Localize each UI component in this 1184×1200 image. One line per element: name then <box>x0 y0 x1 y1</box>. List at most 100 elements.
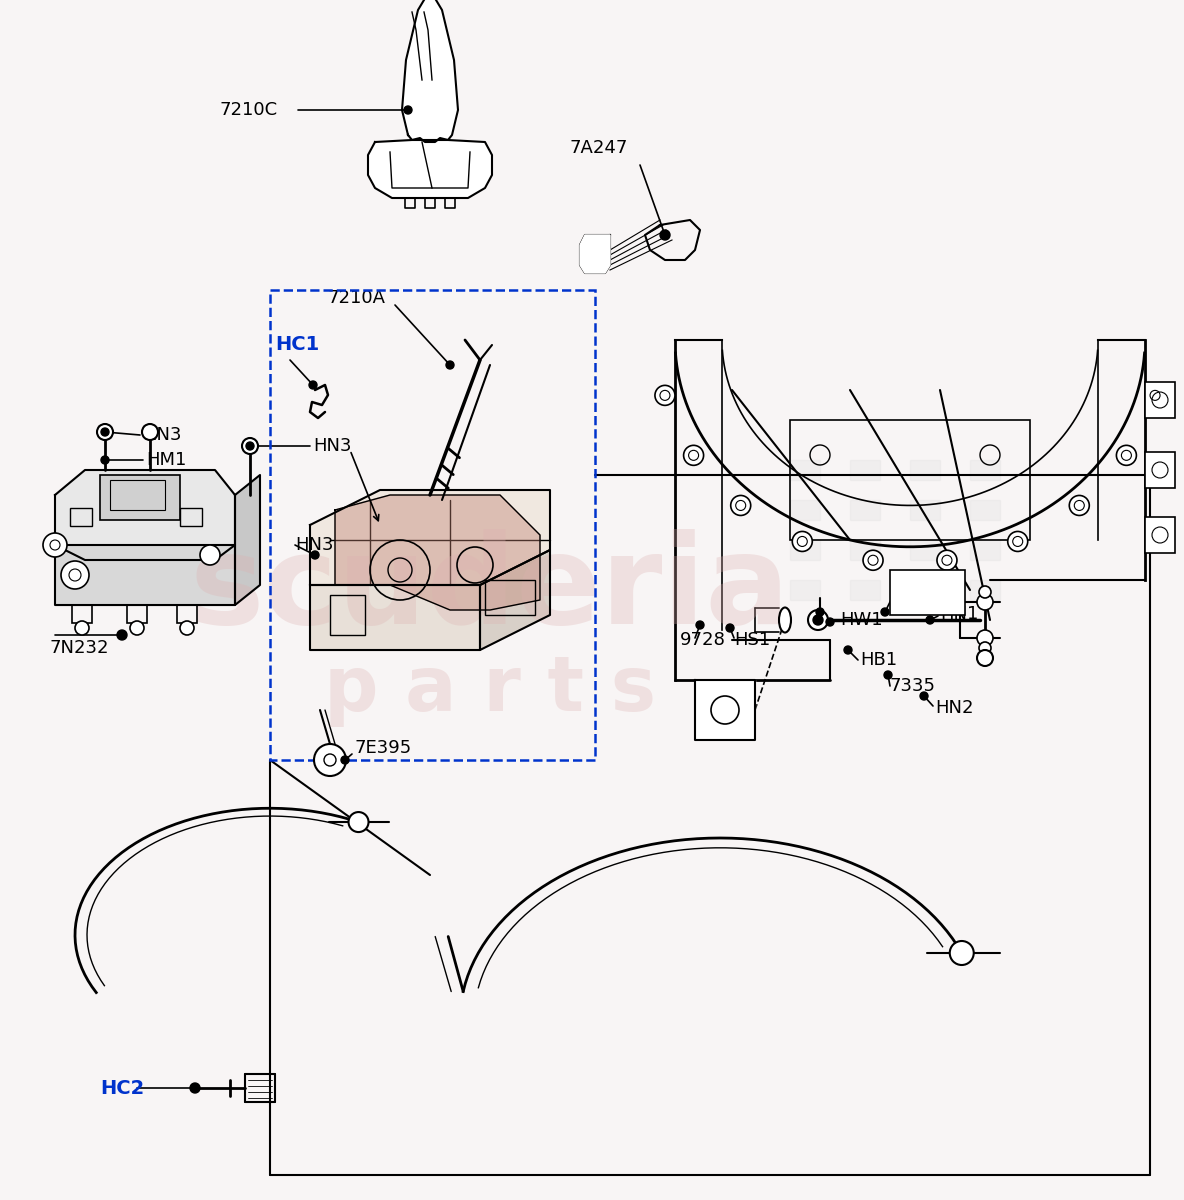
Circle shape <box>792 532 812 552</box>
Circle shape <box>926 616 934 624</box>
Circle shape <box>1069 496 1089 516</box>
Bar <box>127 605 147 623</box>
Text: 7210B: 7210B <box>895 578 953 596</box>
Circle shape <box>200 545 220 565</box>
Text: HN3: HN3 <box>143 426 181 444</box>
Polygon shape <box>910 540 940 560</box>
Bar <box>72 605 92 623</box>
Text: 7210C: 7210C <box>220 101 278 119</box>
Polygon shape <box>790 500 821 520</box>
Circle shape <box>311 551 318 559</box>
Bar <box>99 475 180 520</box>
Bar <box>70 508 92 526</box>
Bar <box>1145 382 1175 418</box>
Circle shape <box>731 496 751 516</box>
Circle shape <box>142 424 157 440</box>
Circle shape <box>807 610 828 630</box>
Ellipse shape <box>779 607 791 632</box>
Circle shape <box>655 385 675 406</box>
Bar <box>270 290 596 760</box>
Bar <box>330 595 365 635</box>
Polygon shape <box>790 540 821 560</box>
Circle shape <box>844 646 852 654</box>
Circle shape <box>101 456 109 464</box>
Polygon shape <box>910 580 940 600</box>
Circle shape <box>937 551 957 570</box>
Circle shape <box>180 622 194 635</box>
Bar <box>176 605 197 623</box>
Polygon shape <box>480 550 551 650</box>
Circle shape <box>979 642 991 654</box>
Circle shape <box>117 630 127 640</box>
Text: HC2: HC2 <box>99 1079 144 1098</box>
Polygon shape <box>310 584 480 650</box>
Polygon shape <box>850 500 880 520</box>
Circle shape <box>130 622 144 635</box>
Circle shape <box>62 560 89 589</box>
Circle shape <box>101 428 109 436</box>
Circle shape <box>950 941 973 965</box>
Polygon shape <box>850 540 880 560</box>
Polygon shape <box>970 540 1000 560</box>
Bar <box>485 580 535 614</box>
Circle shape <box>977 630 993 646</box>
Polygon shape <box>790 460 821 480</box>
Polygon shape <box>403 0 458 142</box>
Polygon shape <box>970 500 1000 520</box>
Circle shape <box>314 744 346 776</box>
Circle shape <box>242 438 258 454</box>
Circle shape <box>97 424 112 440</box>
Circle shape <box>920 692 928 700</box>
Circle shape <box>683 445 703 466</box>
Bar <box>180 508 202 526</box>
Circle shape <box>1008 532 1028 552</box>
Circle shape <box>1117 445 1137 466</box>
Polygon shape <box>335 494 540 610</box>
Circle shape <box>446 361 453 370</box>
Text: scuderia: scuderia <box>189 529 790 650</box>
Polygon shape <box>54 545 234 605</box>
Circle shape <box>696 622 704 629</box>
Circle shape <box>826 618 834 626</box>
Circle shape <box>979 586 991 598</box>
Bar <box>1145 517 1175 553</box>
Circle shape <box>881 608 889 616</box>
Text: p a r t s: p a r t s <box>324 653 656 727</box>
Text: HN3: HN3 <box>313 437 352 455</box>
Text: 7N232: 7N232 <box>50 638 109 658</box>
Text: HS1: HS1 <box>734 631 771 649</box>
Polygon shape <box>910 460 940 480</box>
Circle shape <box>863 551 883 570</box>
Text: HN1: HN1 <box>940 605 978 623</box>
Text: HN2: HN2 <box>935 698 973 716</box>
Polygon shape <box>970 460 1000 480</box>
Polygon shape <box>234 475 260 605</box>
Text: 7E395: 7E395 <box>355 739 412 757</box>
Circle shape <box>75 622 89 635</box>
Polygon shape <box>695 680 755 740</box>
Circle shape <box>189 1082 200 1093</box>
Text: 7335: 7335 <box>890 677 937 695</box>
Circle shape <box>977 650 993 666</box>
Circle shape <box>884 671 892 679</box>
Text: HN3: HN3 <box>295 536 334 554</box>
Text: HC1: HC1 <box>275 336 320 354</box>
Circle shape <box>1145 385 1165 406</box>
Circle shape <box>404 106 412 114</box>
Polygon shape <box>54 470 234 560</box>
Bar <box>890 570 965 614</box>
Text: 7A247: 7A247 <box>570 139 629 157</box>
Circle shape <box>726 624 734 632</box>
Text: HW1: HW1 <box>839 611 882 629</box>
Text: HB1: HB1 <box>860 650 897 670</box>
Polygon shape <box>310 490 551 584</box>
Circle shape <box>977 594 993 610</box>
Polygon shape <box>850 460 880 480</box>
Circle shape <box>813 614 823 625</box>
Polygon shape <box>910 500 940 520</box>
Text: 7210A: 7210A <box>328 289 386 307</box>
Circle shape <box>659 230 670 240</box>
Circle shape <box>246 442 255 450</box>
Polygon shape <box>850 580 880 600</box>
Polygon shape <box>580 235 610 272</box>
